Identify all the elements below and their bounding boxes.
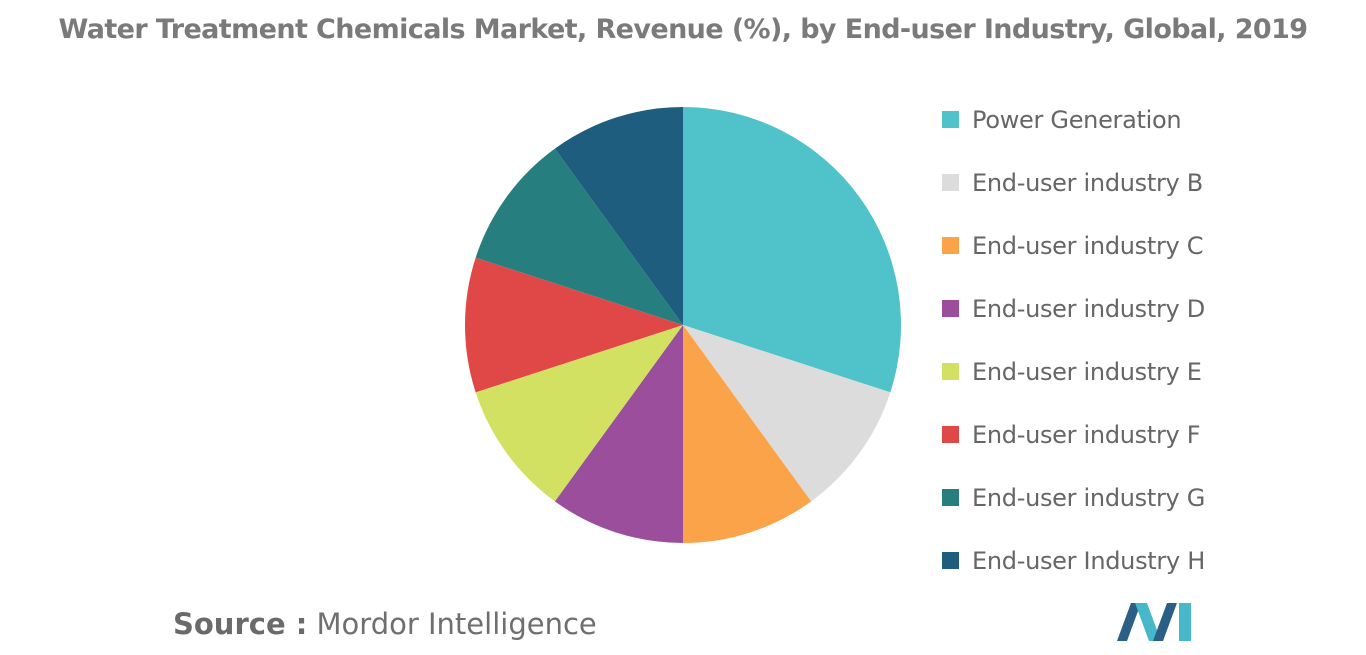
- legend-swatch: [942, 552, 959, 569]
- legend-swatch: [942, 300, 959, 317]
- pie-slice-2: [683, 325, 891, 502]
- legend-item: End-user industry G: [942, 466, 1205, 529]
- legend-swatch: [942, 363, 959, 380]
- pie-slice-8: [554, 106, 683, 325]
- source-value: Mordor Intelligence: [316, 607, 597, 641]
- legend-item: End-user industry F: [942, 403, 1205, 466]
- legend-item: End-user industry E: [942, 340, 1205, 403]
- legend-swatch: [942, 174, 959, 191]
- pie-slice-7: [475, 148, 683, 325]
- legend-item: End-user industry C: [942, 214, 1205, 277]
- chart-title: Water Treatment Chemicals Market, Revenu…: [58, 14, 1309, 45]
- legend-label: Power Generation: [972, 105, 1182, 134]
- legend-label: End-user industry F: [972, 420, 1201, 449]
- legend-item: End-user industry D: [942, 277, 1205, 340]
- chart-legend: Power Generation End-user industry B End-u…: [942, 88, 1205, 592]
- legend-item: Power Generation: [942, 88, 1205, 151]
- legend-swatch: [942, 489, 959, 506]
- mordor-intelligence-logo-icon: [1117, 603, 1191, 641]
- pie-slice-4: [554, 325, 683, 543]
- legend-item: End-user industry B: [942, 151, 1205, 214]
- legend-label: End-user Industry H: [972, 546, 1205, 575]
- legend-label: End-user industry E: [972, 357, 1202, 386]
- source-label: Source :: [173, 607, 308, 641]
- pie-slice-6: [464, 257, 683, 393]
- source-note: Source : Mordor Intelligence: [173, 607, 597, 641]
- legend-label: End-user industry C: [972, 231, 1204, 260]
- pie-slice-1: [683, 107, 902, 393]
- legend-swatch: [942, 111, 959, 128]
- legend-label: End-user industry G: [972, 483, 1206, 512]
- legend-label: End-user industry D: [972, 294, 1205, 323]
- legend-item: End-user Industry H: [942, 529, 1205, 592]
- legend-swatch: [942, 426, 959, 443]
- legend-label: End-user industry B: [972, 168, 1203, 197]
- legend-swatch: [942, 237, 959, 254]
- pie-slice-3: [683, 325, 812, 543]
- pie-slice-5: [475, 325, 683, 502]
- pie-slices: [464, 106, 902, 543]
